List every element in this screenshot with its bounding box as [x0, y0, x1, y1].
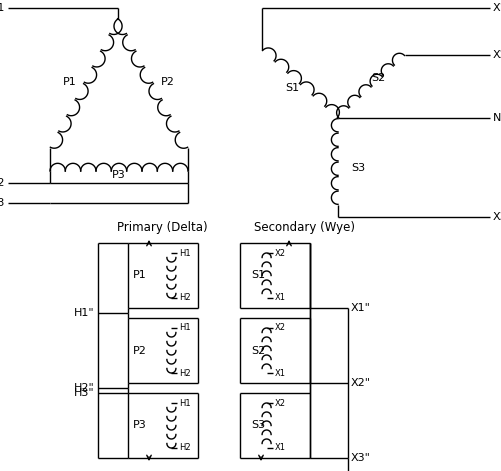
- Text: H2: H2: [179, 368, 191, 377]
- Text: Primary (Delta): Primary (Delta): [116, 221, 207, 235]
- Text: H3: H3: [0, 198, 5, 208]
- Text: S1: S1: [250, 270, 265, 281]
- Text: S2: S2: [370, 73, 384, 83]
- Text: X2: X2: [274, 398, 285, 407]
- Text: X1: X1: [274, 444, 285, 453]
- Text: H2": H2": [74, 383, 95, 393]
- Text: P1: P1: [133, 270, 147, 281]
- Text: P1: P1: [63, 77, 77, 87]
- Text: S3: S3: [250, 421, 265, 430]
- Text: H3": H3": [74, 388, 95, 398]
- Text: X1: X1: [492, 3, 501, 13]
- Text: X3: X3: [492, 212, 501, 222]
- Text: S3: S3: [350, 163, 364, 173]
- Text: X3": X3": [350, 453, 370, 463]
- Text: P3: P3: [133, 421, 147, 430]
- Text: X1: X1: [274, 368, 285, 377]
- Text: X1: X1: [274, 293, 285, 302]
- Text: X2: X2: [274, 249, 285, 258]
- Text: S2: S2: [250, 346, 265, 356]
- Text: H2: H2: [179, 293, 191, 302]
- Text: X1": X1": [350, 303, 370, 313]
- Text: X2": X2": [350, 378, 370, 388]
- Text: P2: P2: [161, 77, 174, 87]
- Text: H2: H2: [179, 444, 191, 453]
- Text: H1: H1: [0, 3, 5, 13]
- Text: P2: P2: [133, 346, 147, 356]
- Text: H1": H1": [74, 308, 95, 318]
- Text: H1: H1: [179, 398, 191, 407]
- Text: S1: S1: [285, 83, 299, 93]
- Text: H2: H2: [0, 178, 5, 188]
- Text: H1: H1: [179, 324, 191, 333]
- Text: X2: X2: [492, 50, 501, 60]
- Text: Neutral, XO: Neutral, XO: [492, 113, 501, 123]
- Text: H1: H1: [179, 249, 191, 258]
- Text: P3: P3: [112, 170, 126, 180]
- Text: Secondary (Wye): Secondary (Wye): [254, 221, 355, 235]
- Text: X2: X2: [274, 324, 285, 333]
